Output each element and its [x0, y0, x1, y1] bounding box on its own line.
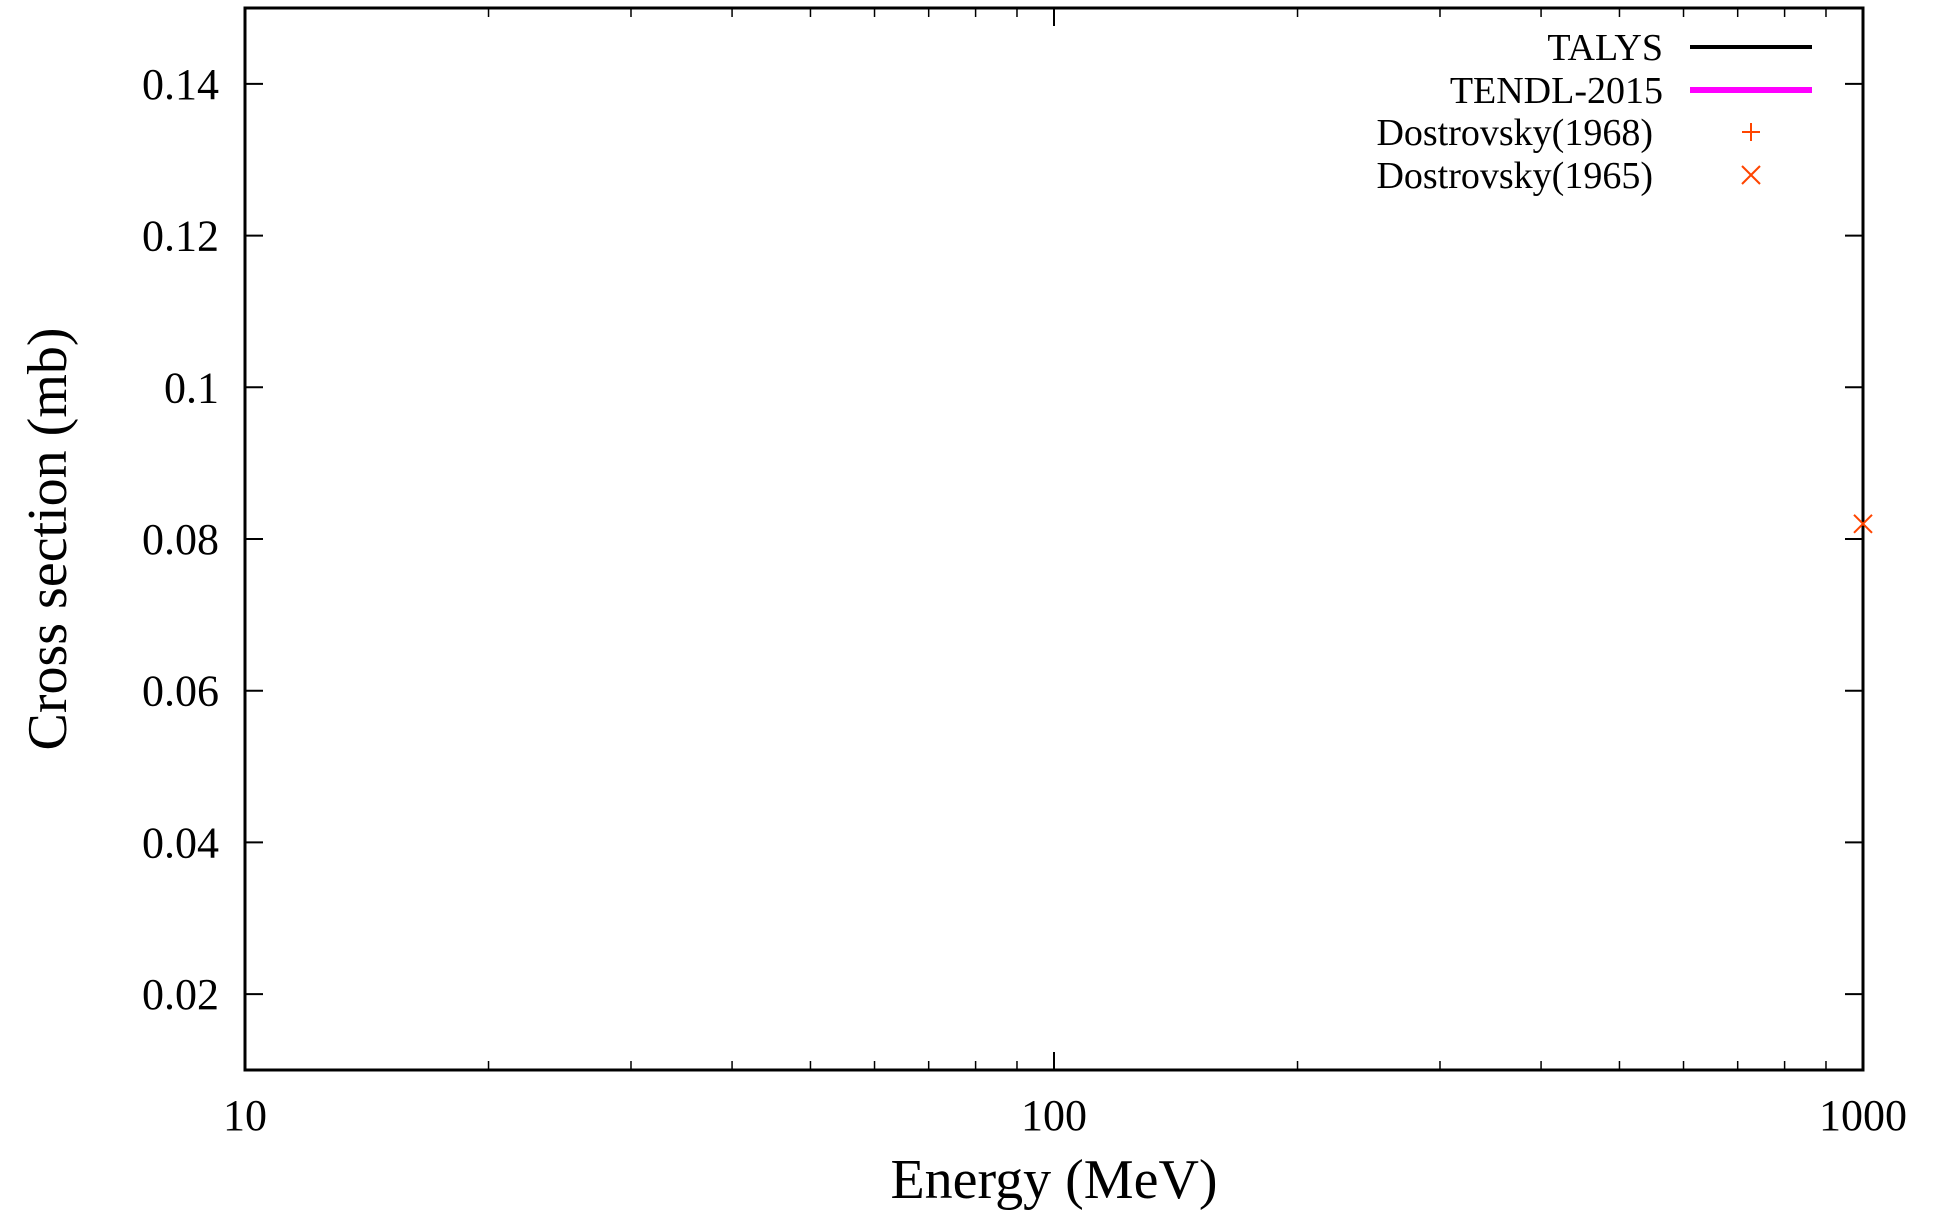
y-tick-label: 0.04 [142, 818, 219, 867]
legend-label: TALYS [1547, 27, 1663, 69]
legend-label: Dostrovsky(1965) [1376, 155, 1653, 197]
y-tick-label: 0.12 [142, 212, 219, 261]
x-axis-ticks: 10 100 1000 [223, 8, 1907, 1140]
x-tick-label: 1000 [1819, 1091, 1907, 1140]
y-tick-label: 0.1 [164, 363, 219, 412]
y-tick-label: 0.06 [142, 667, 219, 716]
y-axis-ticks: 0.02 0.04 0.06 0.08 0.1 0.12 0.14 [142, 60, 1863, 1019]
data-point [1853, 514, 1873, 534]
y-tick-label: 0.14 [142, 60, 219, 109]
data-points [1853, 514, 1873, 534]
x-tick-label: 100 [1021, 1091, 1087, 1140]
legend-marker-swatch [1741, 165, 1761, 185]
y-tick-label: 0.02 [142, 970, 219, 1019]
x-tick-label: 10 [223, 1091, 267, 1140]
y-tick-label: 0.08 [142, 515, 219, 564]
legend-label: Dostrovsky(1968) [1376, 112, 1653, 154]
legend-marker-swatch [1742, 123, 1760, 141]
x-axis-label: Energy (MeV) [890, 1149, 1217, 1210]
legend-label: TENDL-2015 [1450, 70, 1663, 112]
legend: TALYSTENDL-2015Dostrovsky(1968)Dostrovsk… [1376, 27, 1812, 197]
y-axis-label: Cross section (mb) [17, 327, 79, 750]
